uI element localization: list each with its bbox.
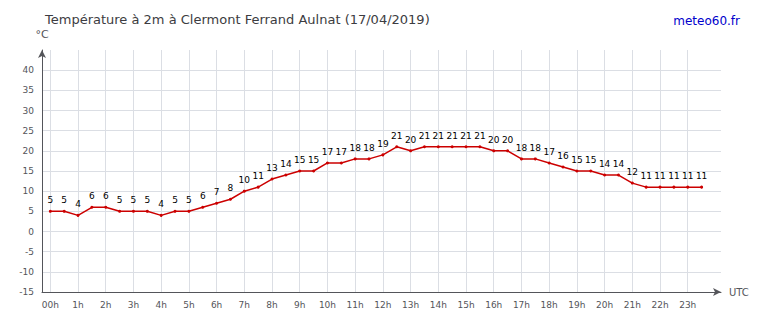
svg-text:19: 19 (377, 139, 389, 149)
svg-text:6: 6 (200, 191, 206, 201)
svg-text:17: 17 (543, 147, 554, 157)
svg-text:18: 18 (349, 143, 361, 153)
svg-text:4h: 4h (155, 300, 166, 310)
svg-text:15h: 15h (457, 300, 474, 310)
svg-text:8: 8 (228, 183, 234, 193)
svg-text:3h: 3h (128, 300, 139, 310)
svg-text:21: 21 (460, 131, 471, 141)
svg-text:11: 11 (682, 171, 693, 181)
svg-text:18: 18 (516, 143, 528, 153)
svg-text:4: 4 (75, 199, 81, 209)
svg-text:13h: 13h (402, 300, 419, 310)
svg-text:19h: 19h (568, 300, 585, 310)
svg-text:Température à 2m à Clermont Fe: Température à 2m à Clermont Ferrand Auln… (44, 12, 430, 27)
svg-text:15: 15 (294, 155, 305, 165)
svg-text:-5: -5 (25, 247, 34, 257)
svg-text:16h: 16h (485, 300, 502, 310)
svg-text:20: 20 (502, 135, 514, 145)
svg-text:5: 5 (144, 195, 150, 205)
svg-text:4: 4 (158, 199, 164, 209)
svg-text:20: 20 (405, 135, 417, 145)
svg-text:25: 25 (23, 126, 34, 136)
svg-text:18: 18 (530, 143, 542, 153)
svg-text:30: 30 (23, 106, 35, 116)
svg-text:11: 11 (696, 171, 707, 181)
svg-text:5: 5 (172, 195, 178, 205)
svg-text:10h: 10h (319, 300, 336, 310)
svg-text:17: 17 (322, 147, 333, 157)
svg-text:14: 14 (613, 159, 625, 169)
svg-text:14h: 14h (430, 300, 447, 310)
svg-text:16: 16 (557, 151, 569, 161)
svg-text:35: 35 (23, 85, 34, 95)
svg-text:9h: 9h (294, 300, 305, 310)
svg-text:18h: 18h (541, 300, 558, 310)
svg-text:10: 10 (239, 175, 251, 185)
svg-text:40: 40 (23, 65, 35, 75)
svg-text:7: 7 (214, 187, 220, 197)
svg-text:23h: 23h (679, 300, 696, 310)
svg-text:15: 15 (308, 155, 319, 165)
svg-text:21: 21 (446, 131, 457, 141)
svg-text:5: 5 (117, 195, 123, 205)
svg-text:21: 21 (433, 131, 444, 141)
svg-text:12h: 12h (374, 300, 391, 310)
svg-text:meteo60.fr: meteo60.fr (673, 14, 740, 28)
svg-text:2h: 2h (100, 300, 111, 310)
svg-text:°C: °C (35, 28, 49, 41)
svg-text:6: 6 (89, 191, 95, 201)
svg-text:12: 12 (627, 167, 638, 177)
svg-text:-15: -15 (19, 287, 34, 297)
svg-text:10: 10 (23, 186, 35, 196)
svg-text:5h: 5h (183, 300, 194, 310)
svg-text:5: 5 (28, 206, 34, 216)
svg-text:-10: -10 (19, 267, 34, 277)
svg-text:1h: 1h (72, 300, 83, 310)
svg-text:11: 11 (252, 171, 263, 181)
svg-text:20: 20 (488, 135, 500, 145)
svg-text:5: 5 (61, 195, 67, 205)
svg-text:21: 21 (391, 131, 402, 141)
svg-text:17: 17 (336, 147, 347, 157)
svg-text:5: 5 (186, 195, 192, 205)
svg-text:15: 15 (571, 155, 582, 165)
svg-text:7h: 7h (239, 300, 250, 310)
svg-text:0: 0 (28, 227, 34, 237)
svg-text:14: 14 (280, 159, 292, 169)
svg-text:14: 14 (599, 159, 611, 169)
svg-text:6h: 6h (211, 300, 222, 310)
svg-text:6: 6 (103, 191, 109, 201)
svg-text:15: 15 (23, 166, 34, 176)
svg-text:21h: 21h (624, 300, 641, 310)
svg-text:11: 11 (668, 171, 679, 181)
svg-text:5: 5 (47, 195, 53, 205)
svg-text:18: 18 (363, 143, 375, 153)
svg-text:5: 5 (131, 195, 137, 205)
svg-text:11: 11 (640, 171, 651, 181)
svg-text:UTC: UTC (729, 287, 749, 298)
svg-text:00h: 00h (42, 300, 59, 310)
svg-text:11: 11 (654, 171, 665, 181)
svg-text:22h: 22h (651, 300, 668, 310)
svg-text:20: 20 (23, 146, 35, 156)
svg-text:15: 15 (585, 155, 596, 165)
svg-text:21: 21 (474, 131, 485, 141)
svg-text:11h: 11h (347, 300, 364, 310)
svg-text:8h: 8h (266, 300, 277, 310)
svg-text:21: 21 (419, 131, 430, 141)
svg-text:17h: 17h (513, 300, 530, 310)
svg-text:20h: 20h (596, 300, 613, 310)
svg-text:13: 13 (266, 163, 277, 173)
